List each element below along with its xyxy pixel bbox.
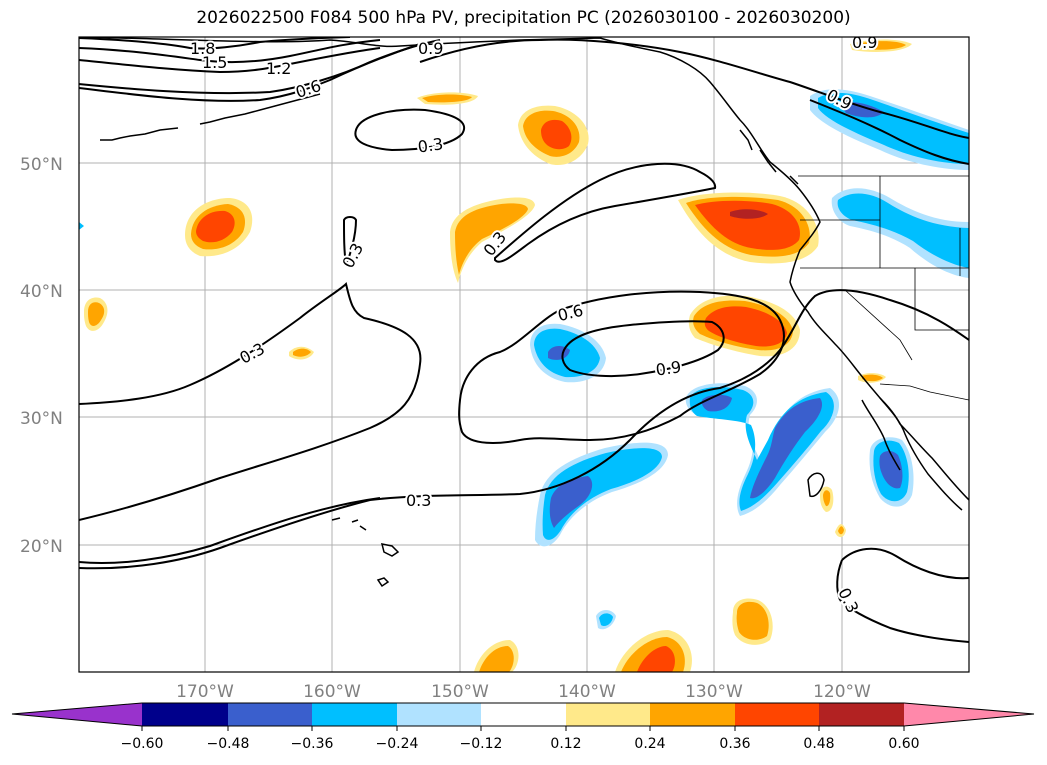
state-borders — [800, 176, 969, 361]
hawaii-islands — [331, 517, 400, 588]
colorbar-tick-labels: −0.60 −0.48 −0.36 −0.24 −0.12 0.12 0.24 … — [121, 736, 920, 752]
contour-0.6-north — [79, 39, 441, 95]
us-mexico-border — [879, 383, 969, 401]
precip-blob-136w-11n — [615, 630, 692, 672]
contour-labels: 1.8 1.5 1.2 0.9 0.9 0.9 0.6 0.6 0.3 0.3 … — [188, 33, 879, 618]
colorbar-label-4: −0.24 — [376, 736, 419, 752]
precip-blob-121w-21n — [835, 524, 846, 538]
colorbar-label-8: 0.36 — [719, 736, 750, 752]
precip-blob-117w-26n — [869, 437, 914, 507]
baja-california — [879, 397, 963, 511]
colorbar-swatch-8 — [735, 703, 819, 726]
colorbar-swatch-5 — [481, 703, 566, 726]
precip-blob-122w-23n — [820, 486, 834, 512]
contour-0.3-east-gyre — [494, 162, 717, 263]
colorbar-swatch-7 — [650, 703, 735, 726]
lon-label-170w: 170°W — [176, 682, 234, 702]
colorbar-swatch-9 — [819, 703, 904, 726]
colorbar-swatch-3 — [312, 703, 397, 726]
contour-0.9-gulf — [809, 99, 969, 165]
colorbar-label-1: −0.60 — [121, 736, 164, 752]
aleutian-islands — [100, 93, 321, 141]
contour-0.3-southwest — [79, 497, 381, 565]
precip-blob-147w-44n — [450, 197, 535, 283]
contour-label-0.3-south-central: 0.3 — [406, 491, 431, 510]
lon-label-140w: 140°W — [558, 682, 616, 702]
contour-0.3-south-left — [836, 559, 843, 601]
colorbar-swatch-1 — [142, 703, 228, 726]
contour-label-0.9-north: 0.9 — [418, 39, 443, 58]
precip-blob-west-edge — [79, 222, 84, 230]
colorbar-label-10: 0.60 — [888, 736, 919, 752]
political-borders — [798, 175, 969, 401]
precip-positive-regions — [84, 39, 912, 672]
precip-blob-162w-35n — [289, 346, 314, 360]
precip-blob-170w-45n — [185, 198, 253, 257]
longitude-labels: 170°W 160°W 150°W 140°W 130°W 120°W — [176, 682, 871, 702]
colorbar-label-9: 0.48 — [803, 736, 834, 752]
colorbar-ticks — [141, 726, 905, 731]
lat-label-20n: 20°N — [20, 537, 63, 557]
precip-blob-140w-23n — [535, 442, 668, 547]
baja-peninsula — [861, 399, 901, 471]
contour-0.3-inner-east — [79, 289, 969, 570]
lat-label-30n: 30°N — [20, 409, 63, 429]
contour-1.8 — [79, 37, 351, 50]
contour-label-1.5: 1.5 — [202, 53, 227, 72]
precip-blob-150w-55n — [417, 92, 478, 105]
colorbar-label-3: −0.36 — [291, 736, 334, 752]
precip-blob-177w-38n — [84, 297, 108, 331]
colorbar-swatch-2 — [228, 703, 312, 726]
contour-0.9-alaska — [539, 38, 969, 139]
colorbar-label-5: −0.12 — [460, 736, 503, 752]
lon-label-160w: 160°W — [303, 682, 361, 702]
colorbar-label-7: 0.24 — [634, 736, 665, 752]
precip-blob-128w-37n — [688, 295, 800, 357]
precip-blob-pacific-northwest — [831, 188, 969, 278]
lon-label-130w: 130°W — [685, 682, 743, 702]
contour-label-1.2: 1.2 — [266, 59, 291, 78]
precip-blob-116w-59n — [850, 39, 912, 52]
colorbar-swatch-4 — [397, 703, 481, 726]
precip-blob-gulf-of-alaska — [810, 89, 969, 170]
contour-1.5 — [79, 39, 381, 64]
contour-label-0.3-loop-north: 0.3 — [417, 134, 445, 156]
bc-islands — [739, 129, 799, 185]
colorbar-label-6: 0.12 — [550, 736, 581, 752]
precip-negative-regions — [79, 89, 969, 630]
precip-blob-145w-52n — [518, 105, 589, 166]
colorbar-label-2: −0.48 — [207, 736, 250, 752]
colorbar-swatch-6 — [566, 703, 650, 726]
precip-blob-129w-14n — [732, 598, 773, 645]
contour-label-1.8: 1.8 — [190, 39, 215, 58]
contour-0.3-small-loop — [342, 216, 358, 268]
lat-label-50n: 50°N — [20, 155, 63, 175]
pv-contours — [79, 37, 969, 643]
precip-blob-144w-11n — [474, 640, 519, 672]
map-frame — [78, 36, 970, 673]
contour-label-0.9-central: 0.9 — [655, 357, 683, 379]
lat-label-40n: 40°N — [20, 282, 63, 302]
latitude-labels: 50°N 40°N 30°N 20°N — [20, 155, 63, 557]
colorbar-extend-right — [904, 703, 1034, 726]
chart-title: 2026022500 F084 500 hPa PV, precipitatio… — [196, 8, 851, 28]
precip-blob-128w-26n — [685, 383, 840, 516]
colorbar: −0.60 −0.48 −0.36 −0.24 −0.12 0.12 0.24 … — [11, 702, 1035, 752]
lon-label-150w: 150°W — [431, 682, 489, 702]
contour-0.6-central — [458, 290, 785, 444]
contour-0.6-alaska — [419, 39, 541, 63]
contour-0.9-central — [561, 320, 725, 378]
precip-blob-128w-46n — [678, 192, 819, 264]
contour-1.2 — [79, 47, 381, 74]
precip-blob-140w-13n — [596, 610, 616, 630]
contour-0.3-loop-north — [354, 108, 465, 152]
colorbar-extend-left — [12, 703, 142, 726]
precip-blob-141w-35n — [530, 323, 606, 383]
clipperton-island — [807, 472, 825, 498]
contour-label-0.9-top-right: 0.9 — [852, 33, 877, 52]
contour-0.3-south — [839, 547, 969, 643]
contour-0.3-great-arc — [79, 282, 422, 521]
lon-label-120w: 120°W — [813, 682, 871, 702]
